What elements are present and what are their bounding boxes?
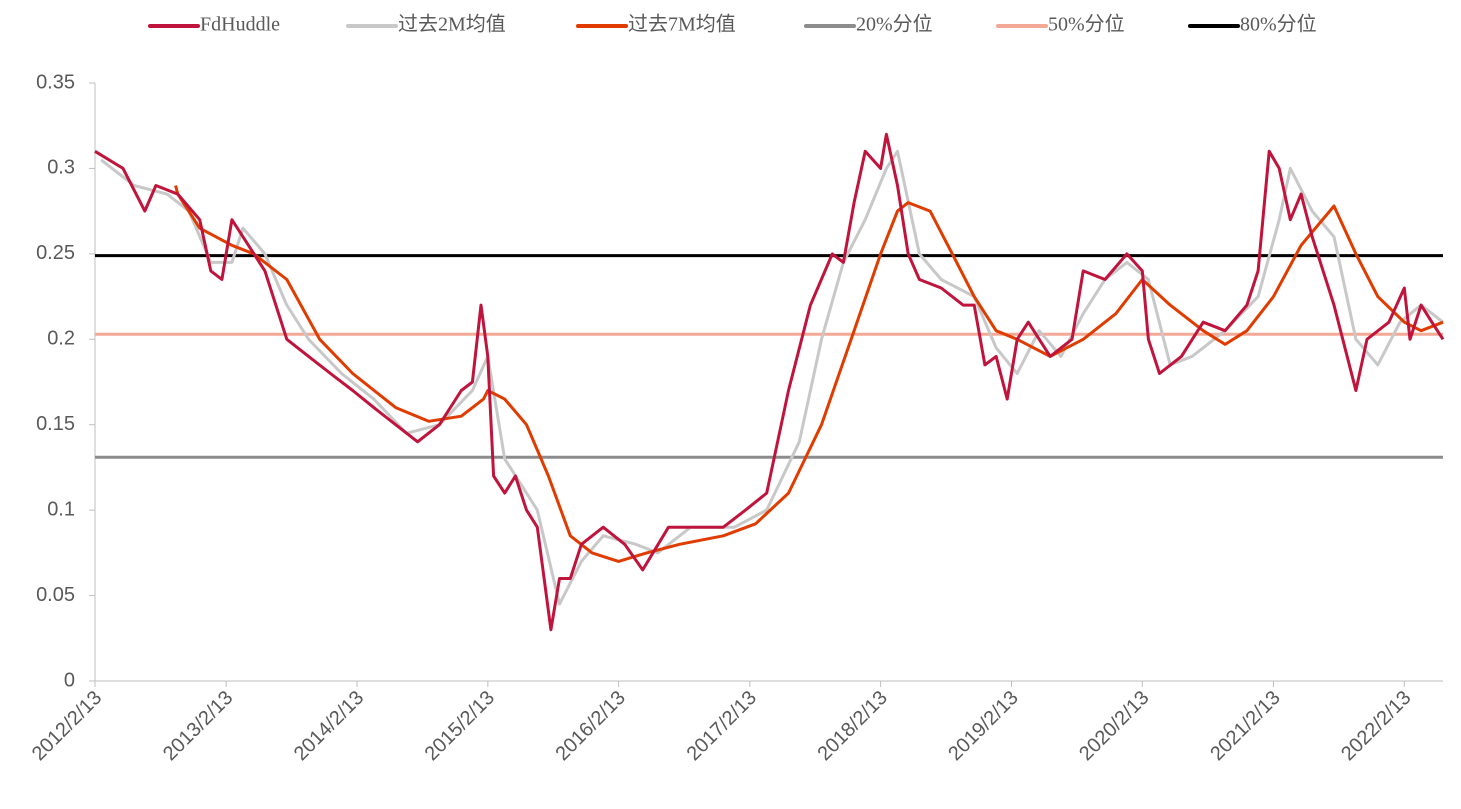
- y-tick-label: 0: [64, 669, 75, 691]
- x-tick-label: 2015/2/13: [421, 687, 499, 765]
- x-tick-label: 2012/2/13: [28, 687, 106, 765]
- x-tick-label: 2013/2/13: [159, 687, 237, 765]
- x-tick-label: 2016/2/13: [551, 687, 629, 765]
- series-line: [100, 149, 1444, 606]
- series-line: [94, 132, 1445, 632]
- y-tick-label: 0.25: [36, 242, 75, 264]
- x-tick-label: 2020/2/13: [1075, 687, 1153, 765]
- legend: FdHuddle 过去2M均值 过去7M均值 20%分位 50%分位 80%分位: [148, 13, 1317, 36]
- y-tick-label: 0.2: [47, 328, 75, 350]
- legend-label: FdHuddle: [200, 14, 280, 36]
- y-tick-label: 0.1: [47, 498, 75, 520]
- legend-label: 20%分位: [856, 13, 933, 36]
- x-tick-label: 2021/2/13: [1206, 687, 1284, 765]
- y-tick-label: 0.15: [36, 413, 75, 435]
- y-tick-label: 0.3: [47, 157, 75, 179]
- x-tick-label: 2018/2/13: [813, 687, 891, 765]
- legend-label: 50%分位: [1048, 13, 1125, 36]
- x-tick-label: 2017/2/13: [683, 687, 761, 765]
- legend-label: 80%分位: [1240, 13, 1317, 36]
- x-tick-label: 2014/2/13: [290, 687, 368, 765]
- x-tick-label: 2022/2/13: [1337, 687, 1415, 765]
- y-tick-label: 0.05: [36, 584, 75, 606]
- series-line: [174, 185, 1444, 563]
- legend-label: 过去2M均值: [398, 13, 506, 36]
- legend-label: 过去7M均值: [628, 13, 736, 36]
- y-tick-label: 0.35: [36, 71, 75, 93]
- x-tick-label: 2019/2/13: [944, 687, 1022, 765]
